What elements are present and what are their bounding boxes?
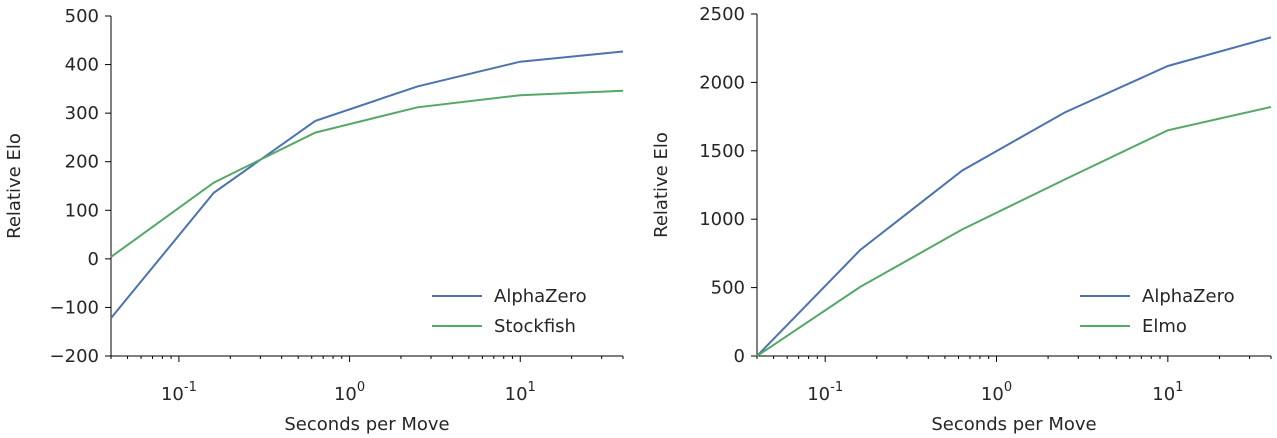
y-tick-label: 1000: [699, 209, 745, 230]
y-tick-label: 500: [711, 278, 745, 299]
y-axis-label: Relative Elo: [4, 133, 25, 239]
chart-panel-1: −200 −100 0 100 200 300 400 500 10-1 100 101 Second…: [4, 6, 624, 435]
y-tick-label: 400: [65, 55, 99, 76]
series-line-elmo: [756, 106, 1272, 357]
y-axis-label: Relative Elo: [651, 132, 672, 238]
x-axis-label: Seconds per Move: [284, 414, 449, 435]
y-tick-label: −200: [50, 346, 99, 367]
y-tick-label: 100: [65, 200, 99, 221]
legend-label: AlphaZero: [1142, 286, 1235, 307]
y-tick-label: −100: [50, 297, 99, 318]
x-tick-label: 101: [505, 380, 536, 405]
legend: AlphaZero Elmo: [1080, 286, 1235, 337]
x-tick-label: 101: [1152, 380, 1183, 405]
y-tick-label: 500: [65, 6, 99, 27]
legend-label: AlphaZero: [494, 286, 587, 307]
y-tick-label: 2000: [699, 72, 745, 93]
x-tick-label: 10-1: [807, 380, 843, 405]
series-line-stockfish: [110, 89, 624, 258]
x-axis-label: Seconds per Move: [931, 414, 1096, 435]
series-line-alphazero: [110, 50, 624, 319]
y-tick-label: 200: [65, 152, 99, 173]
legend: AlphaZero Stockfish: [432, 286, 587, 337]
x-tick-label: 100: [334, 380, 365, 405]
chart-panel-2: 0 500 1000 1500 2000 2500 10-1 100 101 Seconds pe…: [651, 4, 1272, 435]
legend-label: Stockfish: [494, 316, 576, 337]
y-tick-label: 1500: [699, 141, 745, 162]
x-tick-label: 10-1: [161, 380, 197, 405]
y-tick-label: 300: [65, 103, 99, 124]
y-tick-label: 0: [88, 249, 99, 270]
series-line-alphazero: [756, 36, 1272, 357]
x-tick-label: 100: [981, 380, 1012, 405]
y-tick-label: 2500: [699, 4, 745, 25]
y-tick-label: 0: [734, 346, 745, 367]
legend-label: Elmo: [1142, 316, 1187, 337]
